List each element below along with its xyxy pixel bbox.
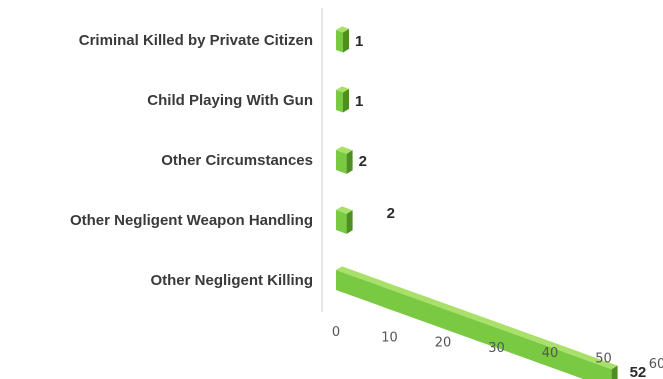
- x-tick-label: 50: [595, 352, 612, 367]
- category-label: Other Circumstances: [161, 152, 313, 169]
- x-axis-ticks: 0 10 20 30 40 50 60: [332, 325, 663, 372]
- bar: [336, 270, 612, 379]
- bar-top-face: [336, 86, 349, 93]
- x-tick-label: 40: [542, 346, 559, 361]
- bar-top-face: [336, 26, 349, 33]
- bar-end-face: [346, 150, 353, 174]
- bar-top-face: [336, 266, 618, 370]
- x-tick-label: 0: [332, 325, 340, 340]
- bar: [336, 30, 343, 53]
- bars: [336, 26, 618, 379]
- bar-end-face: [343, 88, 349, 113]
- x-tick-label: 10: [381, 330, 398, 345]
- category-label: Criminal Killed by Private Citizen: [79, 32, 313, 49]
- x-tick-label: 30: [488, 341, 505, 356]
- data-label: 2: [387, 205, 395, 222]
- bar-end-face: [346, 210, 353, 234]
- data-label: 1: [355, 93, 363, 110]
- bar: [336, 150, 347, 174]
- bar: [336, 90, 343, 113]
- data-label: 1: [355, 33, 363, 50]
- data-label: 2: [359, 153, 367, 170]
- value-labels: 1 1 2 2 52: [355, 33, 646, 379]
- category-labels: Criminal Killed by Private Citizen Child …: [70, 32, 313, 289]
- data-label: 52: [630, 364, 647, 379]
- x-tick-label: 60: [649, 357, 663, 372]
- category-label: Child Playing With Gun: [147, 92, 313, 109]
- bar: [336, 210, 347, 234]
- bar-end-face: [343, 28, 349, 53]
- category-label: Other Negligent Killing: [150, 272, 313, 289]
- bar-top-face: [336, 146, 353, 154]
- bar-top-face: [336, 206, 353, 214]
- x-tick-label: 20: [435, 336, 452, 351]
- bar-end-face: [611, 365, 618, 379]
- category-label: Other Negligent Weapon Handling: [70, 212, 313, 229]
